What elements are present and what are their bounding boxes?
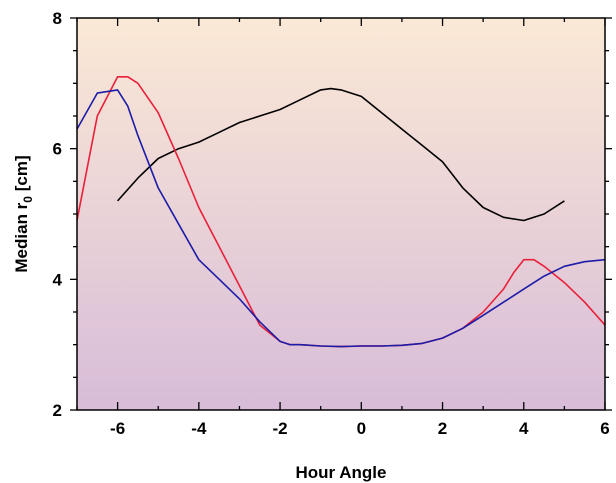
y-axis-title-unit: [cm] (12, 155, 31, 196)
x-tick-label: 0 (357, 419, 366, 438)
series-line-1 (117, 87, 565, 222)
series-layer (77, 76, 605, 348)
y-tick-label: 2 (53, 401, 62, 420)
x-tick-label: 6 (600, 419, 609, 438)
y-tick-label: 4 (53, 270, 63, 289)
plot-background (77, 18, 605, 410)
y-axis-title: Median r0 [cm] (12, 155, 35, 272)
y-tick-label: 8 (53, 9, 62, 28)
x-tick-label: -4 (191, 419, 207, 438)
y-axis-title-subscript: 0 (21, 196, 35, 203)
series-line-3 (77, 89, 605, 348)
y-tick-label: 6 (53, 140, 62, 159)
x-tick-label: 2 (438, 419, 447, 438)
x-axis-title: Hour Angle (296, 463, 387, 482)
x-tick-label: -6 (110, 419, 125, 438)
y-axis-title-main: Median r (12, 202, 31, 272)
ticks-layer: -6 -4 -2 0 2 4 6 2 4 6 8 (53, 9, 612, 438)
x-tick-label: 4 (519, 419, 529, 438)
x-tick-label: -2 (273, 419, 288, 438)
